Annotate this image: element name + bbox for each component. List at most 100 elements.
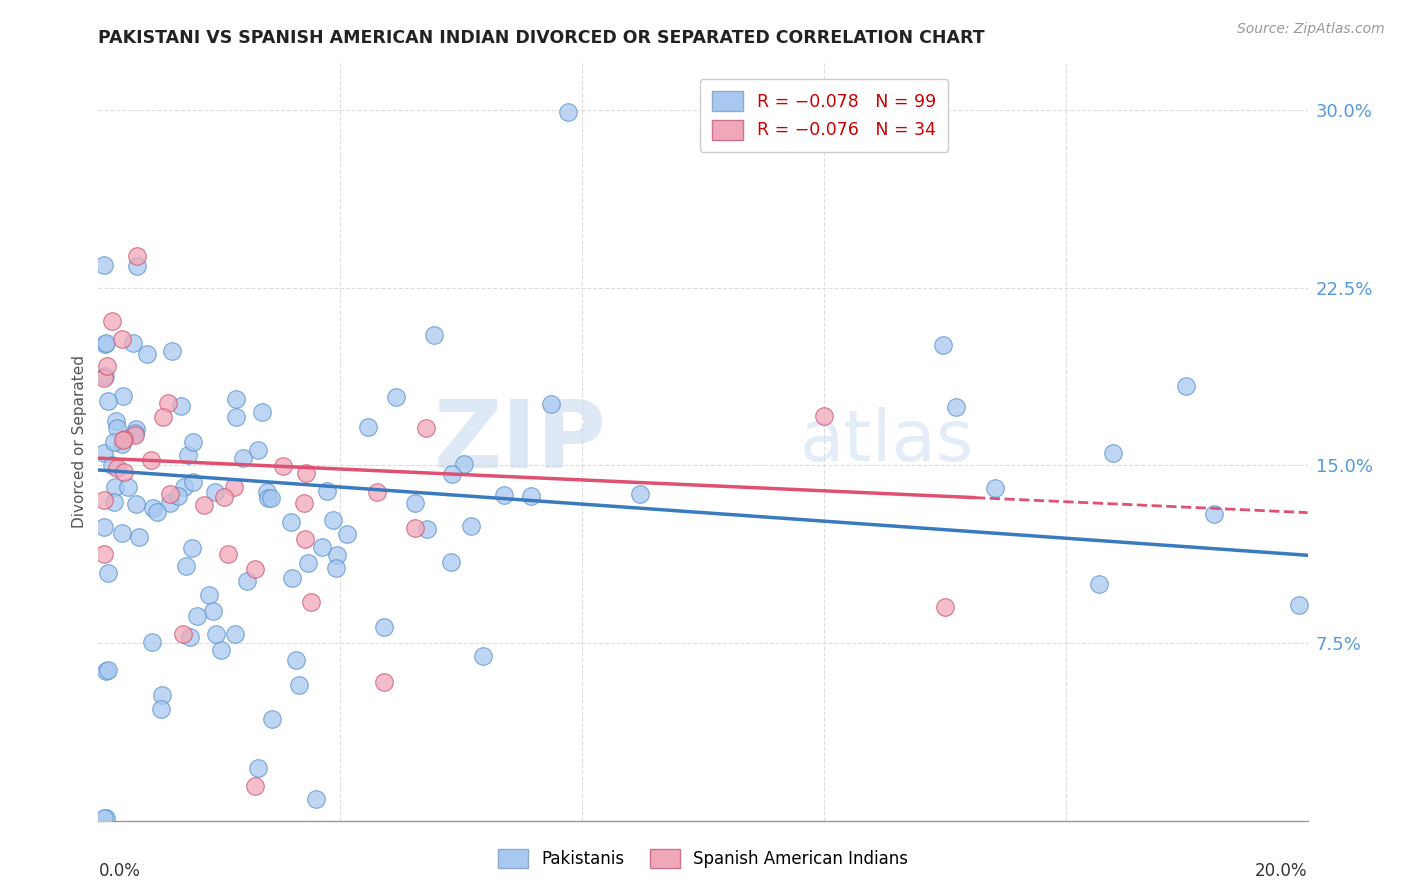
Point xyxy=(93,445,115,459)
Point xyxy=(122,335,145,350)
Point xyxy=(494,488,516,502)
Point xyxy=(260,491,283,506)
Point xyxy=(311,540,333,554)
Point xyxy=(280,516,302,530)
Point xyxy=(172,627,194,641)
Point xyxy=(325,549,347,563)
Point xyxy=(225,392,247,406)
Point xyxy=(104,480,127,494)
Point xyxy=(813,409,835,423)
Point xyxy=(128,531,150,545)
Point xyxy=(167,489,190,503)
Point xyxy=(94,811,117,825)
Point xyxy=(628,486,651,500)
Point xyxy=(149,702,172,716)
Point xyxy=(94,665,117,679)
Text: 0.0%: 0.0% xyxy=(98,863,141,880)
Point xyxy=(416,522,439,536)
Point xyxy=(932,338,955,352)
Text: 20.0%: 20.0% xyxy=(1256,863,1308,880)
Point xyxy=(519,489,541,503)
Point xyxy=(159,487,181,501)
Point xyxy=(281,571,304,585)
Point xyxy=(117,480,139,494)
Point xyxy=(112,432,135,446)
Point xyxy=(111,332,134,346)
Point xyxy=(325,561,347,575)
Point xyxy=(97,393,120,408)
Point xyxy=(440,467,463,482)
Point xyxy=(945,401,967,415)
Point xyxy=(357,420,380,434)
Point xyxy=(103,435,125,450)
Point xyxy=(557,105,579,120)
Point xyxy=(243,562,266,576)
Point xyxy=(404,496,426,510)
Legend: R = −0.078   N = 99, R = −0.076   N = 34: R = −0.078 N = 99, R = −0.076 N = 34 xyxy=(700,78,948,152)
Point xyxy=(1288,599,1310,613)
Point xyxy=(440,555,463,569)
Point xyxy=(124,427,146,442)
Point xyxy=(181,435,204,450)
Point xyxy=(152,688,174,702)
Point xyxy=(198,588,221,602)
Point xyxy=(93,520,115,534)
Point xyxy=(173,480,195,494)
Point xyxy=(125,249,148,263)
Y-axis label: Divorced or Separated: Divorced or Separated xyxy=(72,355,87,528)
Point xyxy=(1088,577,1111,591)
Point xyxy=(142,501,165,516)
Point xyxy=(152,410,174,425)
Point xyxy=(157,395,180,409)
Point xyxy=(125,259,148,273)
Point xyxy=(540,397,562,411)
Point xyxy=(204,485,226,500)
Point xyxy=(180,541,202,555)
Point xyxy=(217,547,239,561)
Point xyxy=(256,491,278,505)
Point xyxy=(366,484,388,499)
Point xyxy=(250,404,273,418)
Point xyxy=(111,526,134,541)
Point xyxy=(472,649,495,664)
Point xyxy=(97,566,120,580)
Point xyxy=(159,496,181,510)
Point xyxy=(141,635,163,649)
Point xyxy=(1202,507,1225,521)
Point xyxy=(373,675,395,690)
Text: Source: ZipAtlas.com: Source: ZipAtlas.com xyxy=(1237,22,1385,37)
Point xyxy=(224,627,246,641)
Point xyxy=(209,643,232,657)
Point xyxy=(93,371,115,385)
Point xyxy=(373,620,395,634)
Point xyxy=(304,792,326,806)
Point xyxy=(225,410,247,425)
Point xyxy=(93,258,115,272)
Text: ZIP: ZIP xyxy=(433,395,606,488)
Point xyxy=(297,556,319,570)
Point xyxy=(292,496,315,510)
Text: PAKISTANI VS SPANISH AMERICAN INDIAN DIVORCED OR SEPARATED CORRELATION CHART: PAKISTANI VS SPANISH AMERICAN INDIAN DIV… xyxy=(98,29,986,47)
Point xyxy=(256,484,278,499)
Point xyxy=(294,467,316,481)
Point xyxy=(170,399,193,413)
Point xyxy=(232,451,254,466)
Point xyxy=(135,347,157,361)
Point xyxy=(174,559,197,574)
Text: atlas: atlas xyxy=(800,407,974,476)
Point xyxy=(93,547,115,561)
Point xyxy=(193,498,215,512)
Point xyxy=(453,457,475,471)
Point xyxy=(186,608,208,623)
Point xyxy=(385,391,408,405)
Point xyxy=(285,653,308,667)
Point xyxy=(101,458,124,472)
Point xyxy=(1102,446,1125,460)
Point xyxy=(112,433,135,447)
Point xyxy=(460,519,482,533)
Point xyxy=(273,459,295,474)
Point xyxy=(93,493,115,508)
Point xyxy=(984,482,1007,496)
Point xyxy=(262,712,284,726)
Point xyxy=(288,678,311,692)
